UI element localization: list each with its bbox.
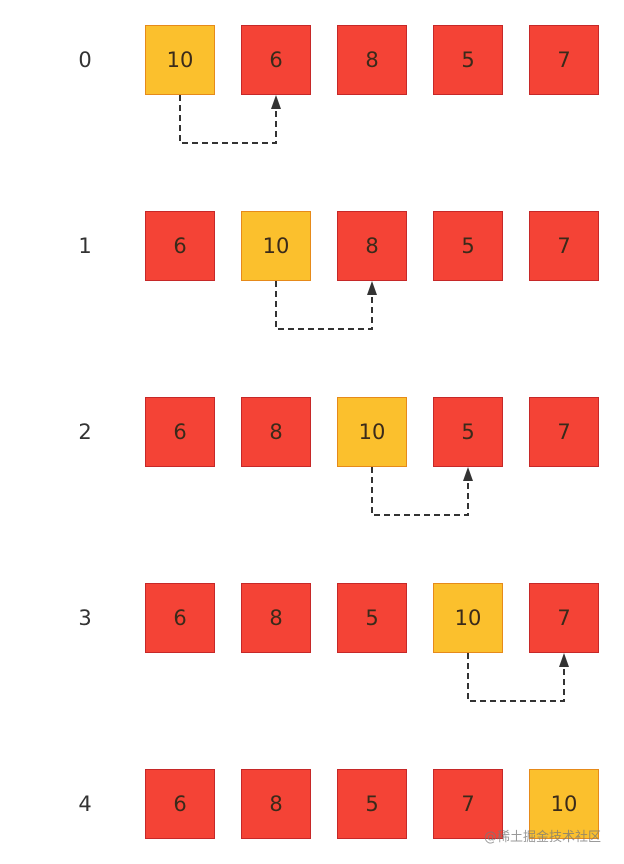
array-cell: 6: [145, 583, 215, 653]
highlighted-cell: 10: [145, 25, 215, 95]
array-cell: 8: [241, 397, 311, 467]
row-label: 3: [78, 606, 92, 630]
highlighted-cell: 10: [433, 583, 503, 653]
array-cell: 5: [337, 769, 407, 839]
array-cell: 7: [529, 397, 599, 467]
swap-arrow-line: [371, 467, 469, 516]
arrowhead-icon: [367, 281, 377, 295]
array-cell: 7: [433, 769, 503, 839]
highlighted-cell: 10: [241, 211, 311, 281]
array-cell: 6: [145, 397, 215, 467]
swap-arrow-line: [179, 95, 277, 144]
swap-arrow-line: [467, 653, 565, 702]
arrowhead-icon: [271, 95, 281, 109]
array-cell: 8: [337, 211, 407, 281]
row-label: 2: [78, 420, 92, 444]
array-cell: 8: [241, 583, 311, 653]
highlighted-cell: 10: [529, 769, 599, 839]
swap-arrow-line: [275, 281, 373, 330]
arrowhead-icon: [463, 467, 473, 481]
array-cell: 5: [433, 25, 503, 95]
array-cell: 6: [145, 211, 215, 281]
row-label: 4: [78, 792, 92, 816]
array-cell: 8: [337, 25, 407, 95]
watermark: @稀土掘金技术社区: [484, 830, 602, 845]
row-label: 1: [78, 234, 92, 258]
arrowhead-icon: [559, 653, 569, 667]
highlighted-cell: 10: [337, 397, 407, 467]
array-cell: 7: [529, 25, 599, 95]
array-cell: 7: [529, 211, 599, 281]
array-cell: 5: [433, 397, 503, 467]
array-cell: 7: [529, 583, 599, 653]
array-cell: 6: [145, 769, 215, 839]
array-cell: 5: [337, 583, 407, 653]
array-cell: 8: [241, 769, 311, 839]
array-cell: 5: [433, 211, 503, 281]
row-label: 0: [78, 48, 92, 72]
array-cell: 6: [241, 25, 311, 95]
